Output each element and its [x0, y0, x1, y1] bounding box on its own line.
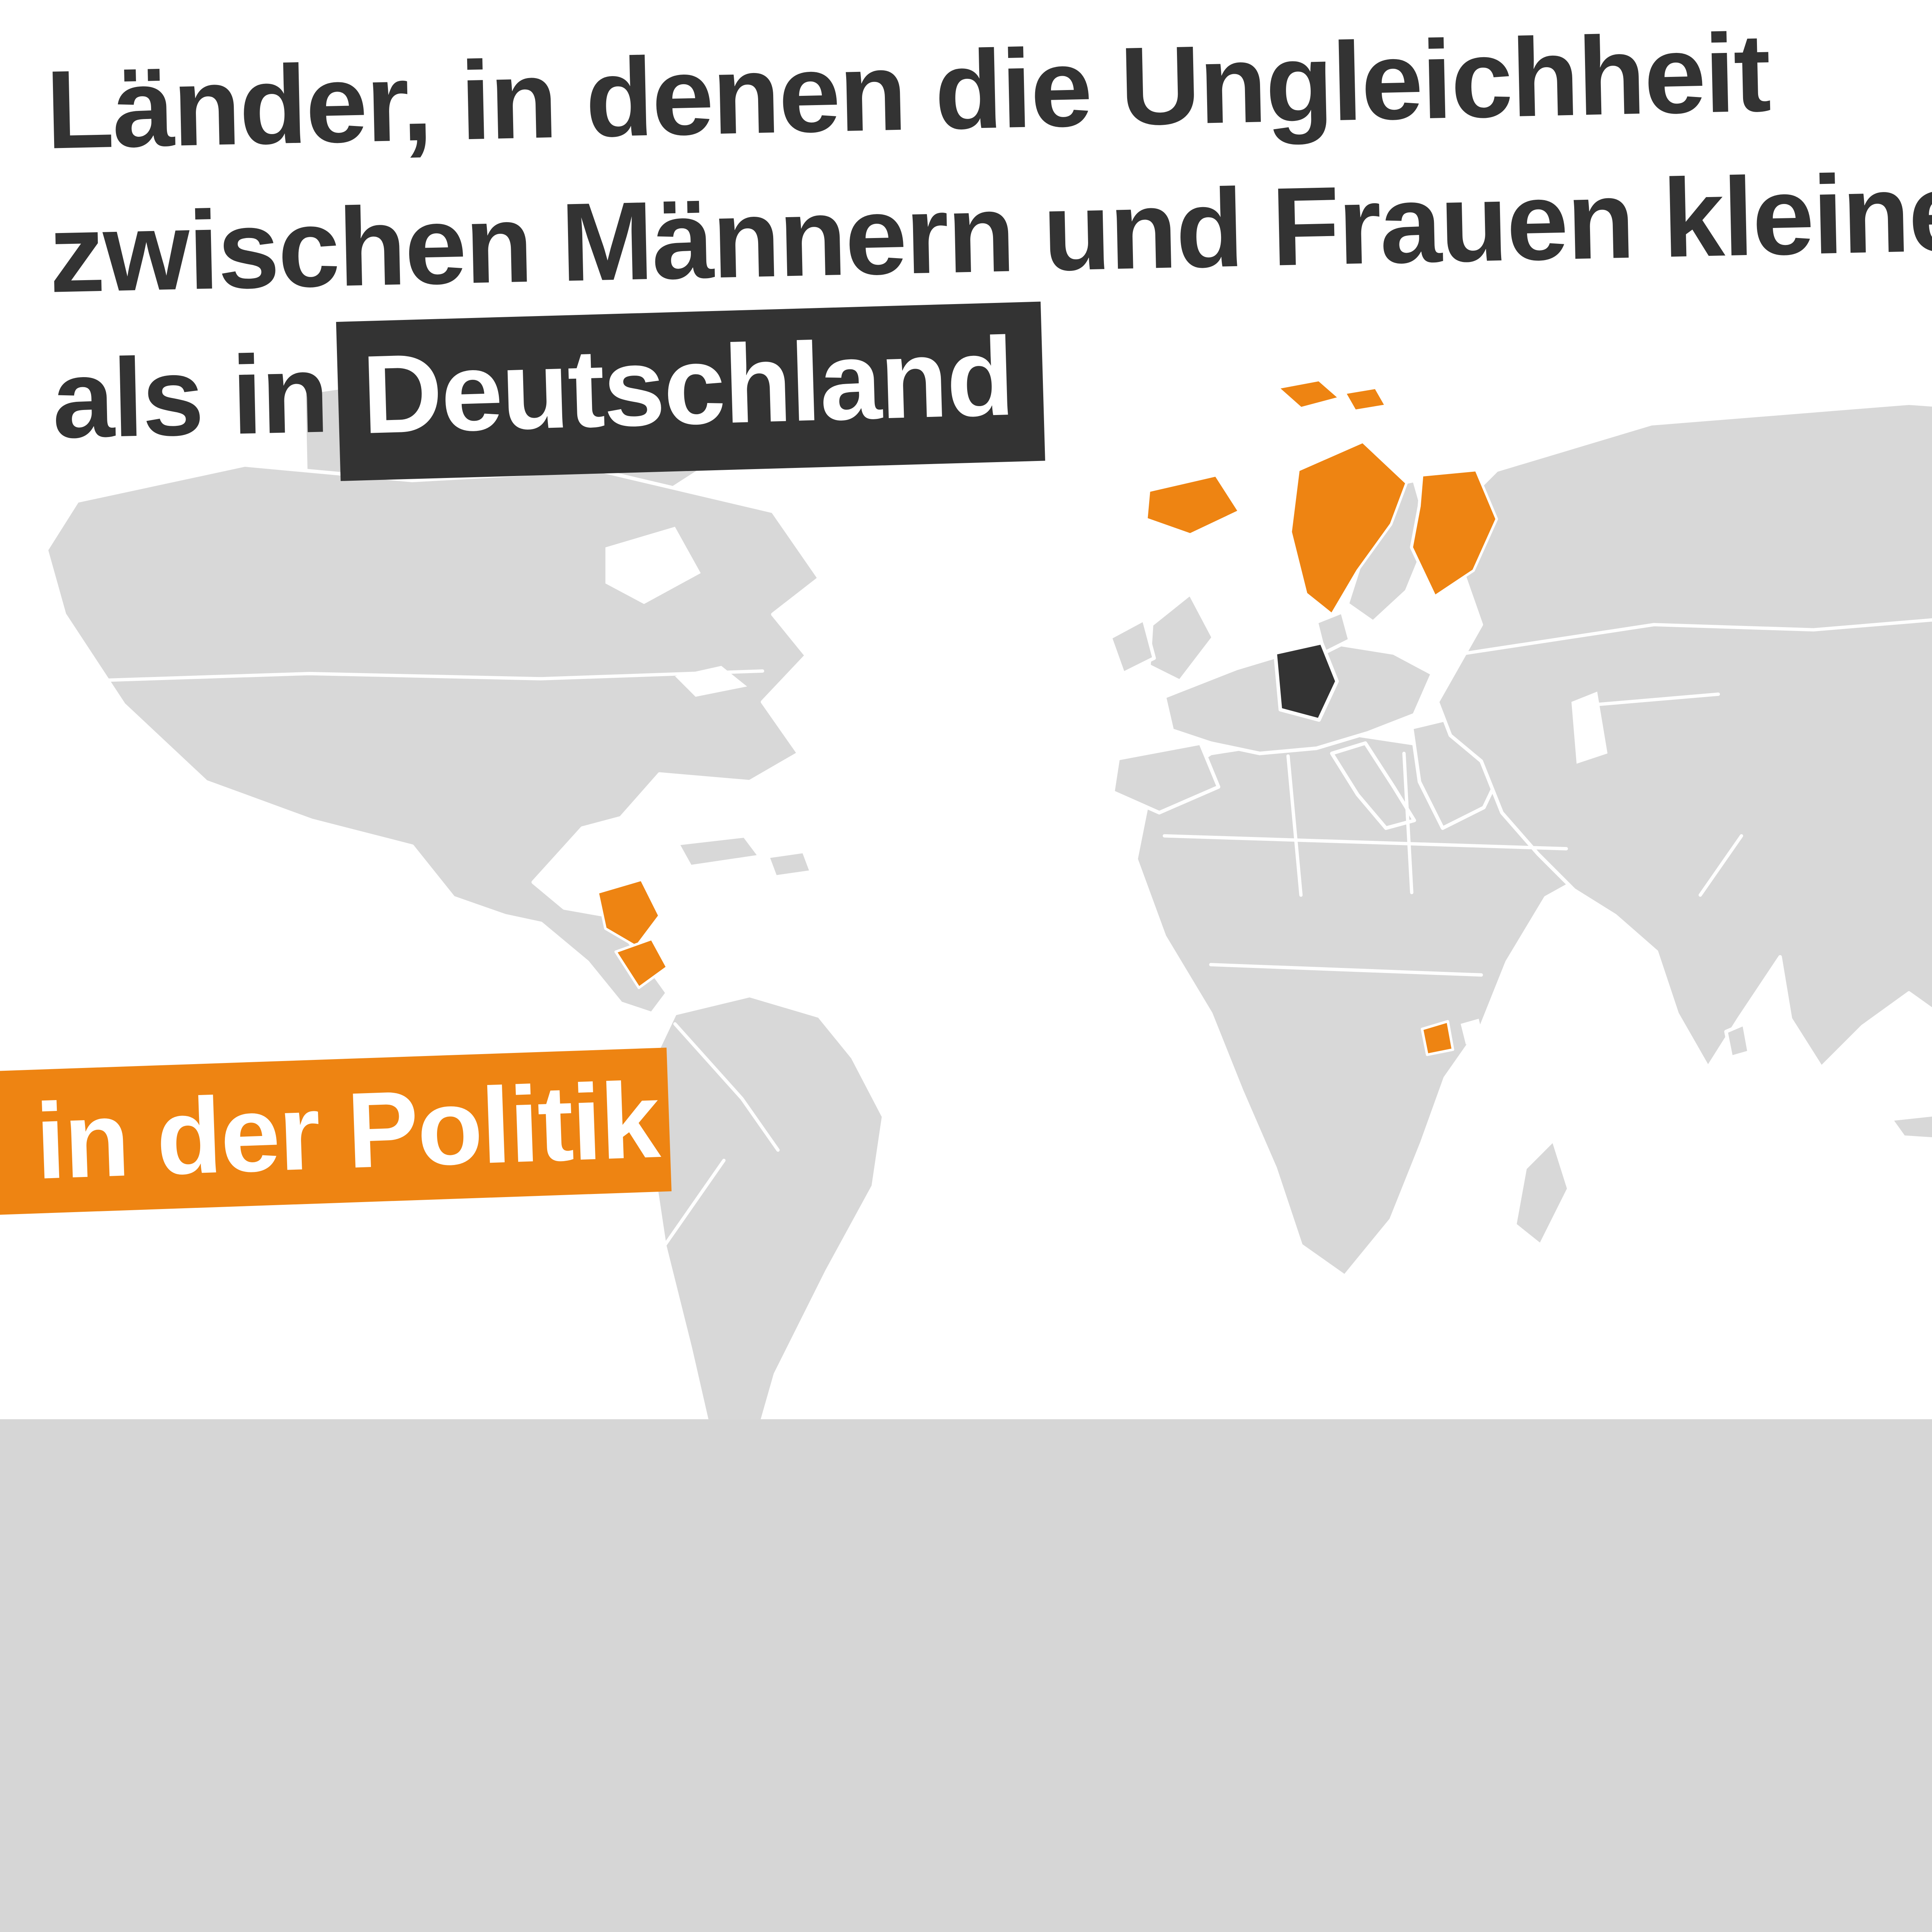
landmass-cuba — [675, 834, 762, 869]
caspian-sea — [1571, 691, 1608, 764]
country-svalbard — [1276, 378, 1388, 412]
hudson-bay — [605, 527, 701, 604]
landmass-south-america — [647, 993, 886, 1419]
border-africa-v1 — [1286, 754, 1303, 897]
landmass-united-kingdom — [1147, 592, 1215, 683]
world-map-politics — [44, 370, 1932, 1419]
country-norwegen — [1289, 440, 1408, 616]
border-africa-v2 — [1402, 752, 1413, 895]
country-costa-rica — [614, 937, 669, 989]
landmass-italy — [1330, 741, 1416, 830]
country-deutschland — [1273, 641, 1339, 722]
landmass-madagascar — [1513, 1138, 1571, 1247]
map-section-politics: Länder, in denen die Ungleichheit zwisch… — [0, 0, 1932, 1419]
landmass-north-america — [44, 463, 821, 1015]
title-line-3-prefix: als in — [51, 331, 329, 462]
label-politics: in der Politik — [0, 1048, 672, 1215]
country-island — [1145, 474, 1241, 536]
country-finnland — [1410, 469, 1498, 598]
border-brazil — [673, 1022, 780, 1152]
border-central-asia — [1595, 692, 1720, 706]
landmass-hispaniola — [766, 849, 813, 879]
border-andes — [663, 1158, 726, 1247]
lake-victoria — [1461, 1019, 1484, 1045]
label-politics-text: in der Politik — [34, 1060, 661, 1202]
border-central-africa — [1209, 963, 1483, 977]
map-section-economy: in der Wirtschaft KATAPULT Quelle: cc — [0, 1419, 1932, 1932]
border-sahara — [1163, 834, 1568, 850]
landmass-sumatra — [1889, 1113, 1932, 1141]
deutschland-highlight-box: Deutschland — [336, 301, 1046, 481]
border-india-west — [1698, 834, 1743, 897]
landmass-iberia — [1111, 741, 1221, 815]
landmass-sri-lanka — [1724, 1022, 1751, 1060]
border-us-canada — [70, 669, 764, 683]
landmass-asia — [1435, 401, 1932, 1070]
landmass-ireland — [1108, 617, 1156, 675]
country-ruanda — [1420, 1020, 1454, 1056]
border-russia-south — [1449, 618, 1932, 657]
page-title: Länder, in denen die Ungleichheit zwisch… — [44, 0, 1932, 485]
country-nicaragua — [596, 878, 661, 948]
